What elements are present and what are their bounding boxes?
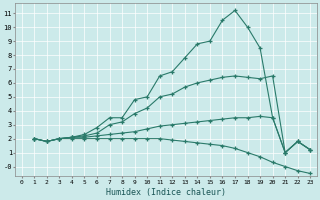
X-axis label: Humidex (Indice chaleur): Humidex (Indice chaleur)	[106, 188, 226, 197]
